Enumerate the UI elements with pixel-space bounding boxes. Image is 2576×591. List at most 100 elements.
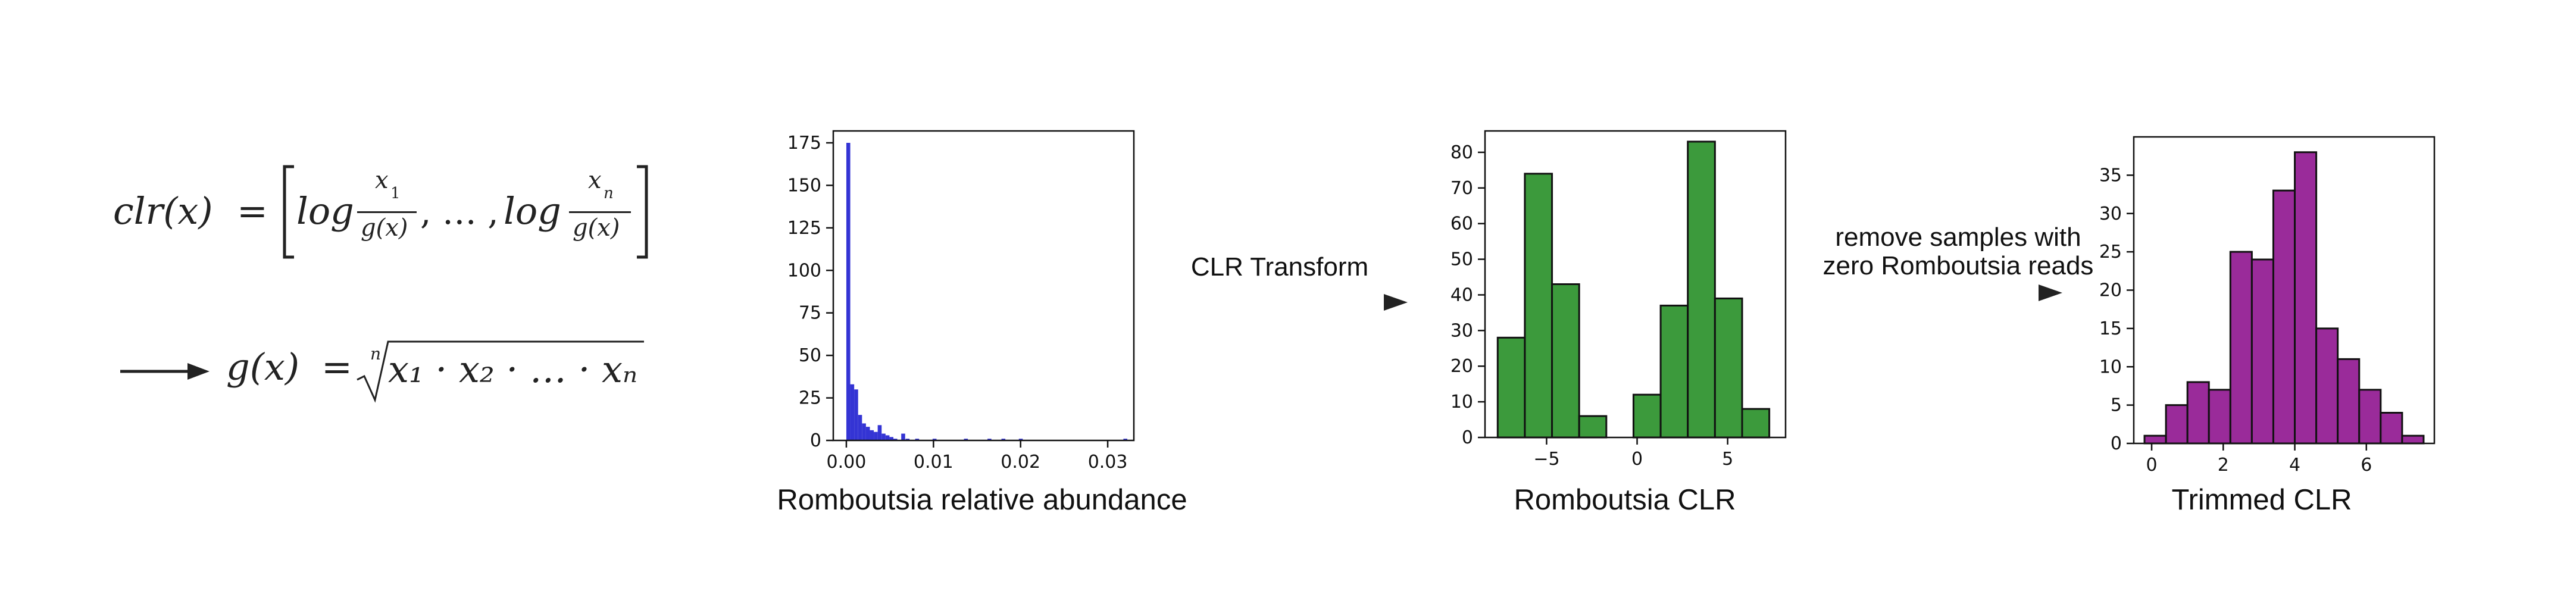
clr-formula: clr(x) = log x 1 g(x) , … , log x n g(x)… — [0, 0, 684, 591]
histogram-bar — [889, 437, 893, 440]
histogram-bar — [1659, 304, 1689, 439]
y-tick-label: 0 — [2111, 433, 2122, 454]
x-tick-label: 4 — [2289, 455, 2300, 476]
histogram-bar — [865, 427, 870, 440]
plot-frame — [832, 130, 1135, 442]
x-tick-label: 0.02 — [1001, 452, 1040, 473]
histogram-bar — [915, 439, 920, 440]
ellipsis: , … , — [420, 192, 499, 232]
y-tick-label: 80 — [1450, 142, 1473, 163]
y-tick-label: 5 — [2111, 395, 2122, 416]
fraction-2-bar — [569, 211, 631, 213]
clr-caption: Romboutsia CLR — [1514, 484, 1736, 516]
histogram-bar — [1018, 439, 1023, 440]
fraction-1-bar — [357, 211, 417, 213]
histogram-bar — [2294, 151, 2318, 445]
fraction-2-numerator-subscript: n — [604, 185, 614, 202]
y-tick-label: 150 — [787, 175, 821, 196]
histogram-bar — [854, 389, 858, 440]
y-tick-label: 40 — [1450, 284, 1473, 305]
abundance-caption: Romboutsia relative abundance — [777, 484, 1187, 516]
histogram-bar — [850, 384, 855, 440]
clr-lhs: clr(x) — [113, 189, 213, 233]
histogram-bar — [1123, 439, 1128, 440]
histogram-bar — [2380, 412, 2403, 445]
x-tick-label: 6 — [2361, 455, 2372, 476]
histogram-bar — [2186, 381, 2210, 445]
trimmed-clr-caption: Trimmed CLR — [2171, 484, 2352, 516]
histogram-bar — [1578, 415, 1608, 439]
histogram-bar — [1496, 336, 1526, 439]
histogram-bar — [2272, 189, 2296, 445]
trimmed-clr-histogram: 0 2 4 6 0 5 10 15 20 25 30 35 — [2099, 136, 2436, 476]
fraction-2-denominator: g(x) — [573, 214, 620, 242]
fraction-1-numerator: x — [375, 167, 389, 194]
histogram-bar — [2208, 389, 2231, 445]
histogram-bar — [2358, 389, 2382, 445]
g-equals: = — [321, 345, 352, 389]
remove-samples-label-line2: zero Romboutsia reads — [1822, 251, 2094, 280]
histogram-bar — [881, 433, 886, 440]
y-tick-label: 20 — [1450, 356, 1473, 377]
histogram-bar — [2337, 358, 2361, 445]
radical-sign — [357, 340, 644, 403]
histogram-bar — [877, 425, 882, 440]
fraction-2-numerator: x — [588, 167, 602, 194]
log-2: log — [504, 189, 561, 233]
histogram-bar — [2401, 434, 2425, 445]
y-tick-label: 50 — [799, 345, 821, 366]
remove-samples-arrow-icon — [1839, 284, 2062, 301]
x-tick-label: 0.00 — [827, 452, 867, 473]
y-tick-label: 70 — [1450, 178, 1473, 199]
histogram-bar — [1001, 439, 1006, 440]
histogram-bar — [870, 430, 874, 440]
clr-equals: = — [237, 189, 268, 233]
fraction-1-numerator-subscript: 1 — [390, 185, 401, 202]
right-bracket — [637, 165, 648, 259]
histogram-bar — [858, 415, 862, 440]
y-tick-label: 10 — [1450, 392, 1473, 412]
histogram-bar — [932, 439, 937, 440]
histogram-bar — [1687, 140, 1716, 439]
x-tick-label: 2 — [2218, 455, 2229, 476]
left-bracket — [283, 165, 294, 259]
y-tick-label: 25 — [2099, 242, 2122, 262]
y-tick-label: 60 — [1450, 214, 1473, 234]
histogram-bar — [2143, 434, 2167, 445]
y-tick-label: 0 — [1462, 427, 1473, 448]
root-index: n — [370, 344, 382, 364]
y-tick-label: 125 — [787, 218, 821, 239]
histogram-bar — [1551, 283, 1580, 439]
clr-transform-arrow-icon — [1140, 294, 1408, 311]
x-tick-label: 0 — [1631, 449, 1643, 470]
x-tick-label: −5 — [1533, 449, 1559, 470]
x-tick-label: 0.01 — [914, 452, 954, 473]
histogram-bar — [2165, 404, 2189, 445]
g-lhs: g(x) — [226, 345, 300, 389]
y-tick-label: 15 — [2099, 318, 2122, 339]
x-tick-label: 0.03 — [1088, 452, 1128, 473]
histogram-bar — [846, 143, 851, 440]
y-tick-label: 35 — [2099, 165, 2122, 186]
formula-arrow-icon — [120, 363, 210, 380]
histogram-bar — [2229, 251, 2253, 445]
remove-samples-label-line1: remove samples with — [1835, 223, 2081, 252]
histogram-bar — [862, 423, 866, 440]
histogram-bar — [2315, 327, 2339, 445]
histogram-bar — [2250, 258, 2274, 445]
histogram-bar — [1741, 408, 1771, 439]
fraction-1-denominator: g(x) — [361, 214, 408, 242]
histogram-bar — [1714, 297, 1743, 439]
y-tick-label: 100 — [787, 260, 821, 281]
y-tick-label: 50 — [1450, 249, 1473, 270]
histogram-bar — [893, 439, 898, 440]
histogram-bar — [1632, 393, 1662, 439]
x-tick-label: 0 — [2146, 455, 2158, 476]
y-tick-label: 75 — [799, 303, 821, 324]
y-tick-label: 30 — [2099, 204, 2122, 224]
histogram-bar — [901, 433, 905, 440]
radical-product: x₁ · x₂ · … · xₙ — [388, 348, 638, 391]
y-tick-label: 25 — [799, 388, 821, 409]
histogram-bar — [885, 435, 890, 440]
